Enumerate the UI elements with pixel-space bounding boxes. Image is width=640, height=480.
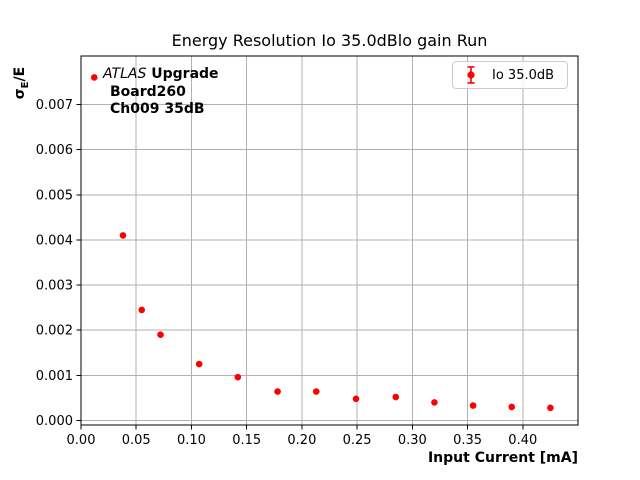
annotation-experiment-name: ATLAS [103, 66, 147, 82]
x-tick-label: 0.10 [177, 433, 206, 448]
y-label-rest: /E [12, 66, 28, 82]
data-point [157, 331, 164, 339]
y-tick-label: 0.000 [36, 414, 73, 429]
data-point [352, 395, 360, 403]
y-tick-label: 0.006 [36, 143, 73, 158]
data-point [312, 388, 320, 395]
chart-title: Energy Resolution Io 35.0dBlo gain Run [171, 31, 488, 50]
annotation-line-3: Ch009 35dB [110, 101, 205, 117]
annotation-line-2: Board260 [110, 83, 186, 100]
errorbar-marker-icon [467, 66, 475, 84]
x-tick-label: 0.30 [398, 433, 427, 448]
annotation-upgrade-text: Upgrade [146, 66, 219, 82]
y-tick-label: 0.007 [36, 98, 73, 113]
x-tick-label: 0.00 [67, 433, 96, 448]
legend-label: Io 35.0dB [492, 67, 555, 83]
y-label-subscript: E [19, 81, 31, 89]
y-tick-label: 0.003 [36, 279, 73, 294]
x-tick-label: 0.25 [343, 433, 372, 448]
x-tick-label: 0.20 [287, 433, 316, 448]
data-point [469, 402, 477, 409]
data-point [431, 399, 438, 406]
y-axis-label: σE/E [12, 57, 31, 109]
x-tick-label: 0.35 [453, 433, 482, 448]
legend: Io 35.0dB [452, 61, 568, 89]
y-tick-label: 0.001 [36, 369, 73, 384]
data-point [90, 74, 98, 81]
data-point [138, 306, 146, 314]
data-point [392, 393, 400, 401]
y-tick-label: 0.002 [36, 324, 73, 339]
axes-spines [80, 55, 579, 426]
data-point [508, 403, 516, 411]
data-point [119, 232, 127, 239]
data-point [547, 404, 554, 412]
y-tick-label: 0.005 [36, 188, 73, 203]
annotation-line-1: ATLAS Upgrade [103, 66, 219, 84]
data-point [274, 388, 281, 395]
annotation: ATLAS Upgrade Board260 Ch009 35dB [103, 66, 219, 119]
x-tick-label: 0.15 [232, 433, 261, 448]
y-tick-label: 0.004 [36, 233, 73, 248]
data-point [195, 360, 203, 368]
y-label-sigma: σ [12, 88, 28, 100]
x-tick-label: 0.40 [508, 433, 537, 448]
data-point [234, 373, 242, 381]
x-tick-label: 0.05 [122, 433, 151, 448]
x-axis-label: Input Current [mA] [427, 450, 578, 466]
